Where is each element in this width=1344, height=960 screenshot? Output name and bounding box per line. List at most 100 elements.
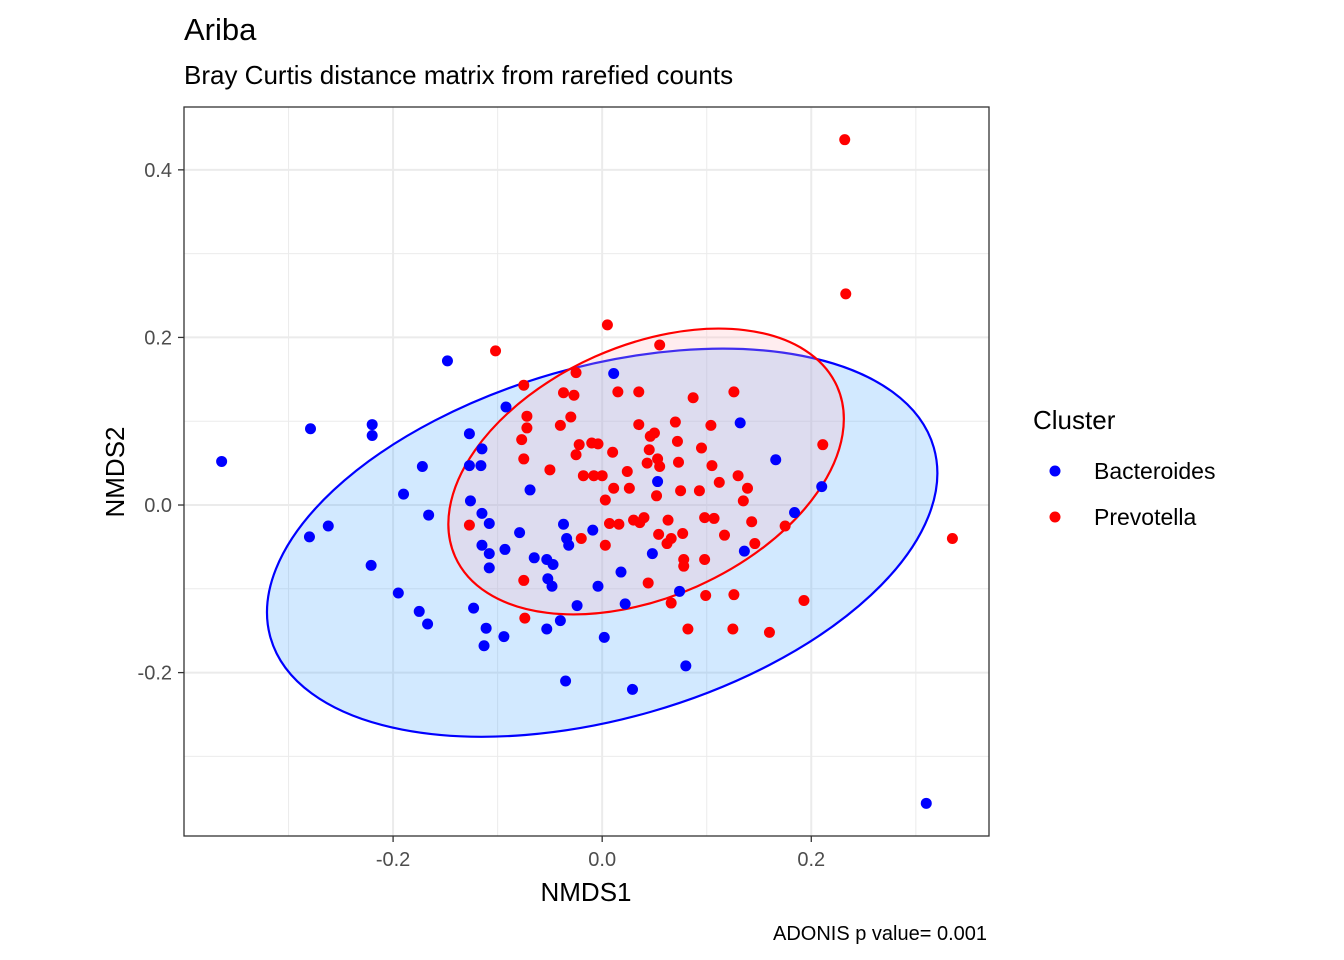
point-prevotella [519, 612, 531, 624]
point-prevotella [518, 574, 530, 586]
data-points [216, 134, 958, 809]
point-prevotella [565, 411, 577, 423]
point-prevotella [705, 419, 717, 431]
point-prevotella [596, 470, 608, 482]
point-prevotella [604, 517, 615, 529]
point-bacteroides [546, 580, 558, 592]
point-prevotella [607, 446, 619, 458]
point-prevotella [568, 389, 580, 401]
point-prevotella [749, 538, 761, 550]
point-bacteroides [483, 517, 495, 529]
point-bacteroides [413, 605, 425, 617]
point-prevotella [544, 464, 556, 476]
point-bacteroides [392, 587, 404, 599]
point-bacteroides [476, 507, 488, 519]
legend-key-bacteroides [1049, 465, 1061, 477]
point-prevotella [675, 485, 687, 497]
legend-label-prevotella: Prevotella [1094, 504, 1196, 530]
x-tick-label: 0.2 [797, 849, 825, 871]
point-prevotella [713, 476, 725, 488]
point-prevotella [728, 386, 740, 398]
point-bacteroides [674, 585, 686, 597]
point-prevotella [946, 533, 958, 545]
point-bacteroides [500, 401, 512, 413]
chart-caption: ADONIS p value= 0.001 [773, 923, 987, 945]
y-tick-label: 0.0 [144, 495, 172, 517]
point-prevotella [678, 560, 690, 572]
point-bacteroides [416, 460, 428, 472]
point-prevotella [608, 482, 620, 494]
point-prevotella [654, 460, 666, 472]
point-prevotella [719, 529, 730, 541]
point-bacteroides [528, 552, 540, 564]
plot-grid [184, 107, 989, 836]
point-bacteroides [441, 355, 453, 367]
point-prevotella [643, 444, 655, 456]
point-bacteroides [646, 548, 658, 560]
point-bacteroides [366, 429, 378, 441]
point-prevotella [638, 512, 650, 524]
point-bacteroides [366, 419, 378, 431]
point-bacteroides [587, 524, 599, 536]
point-prevotella [518, 453, 530, 465]
y-tick-label: 0.4 [144, 160, 172, 182]
point-prevotella [573, 439, 585, 451]
point-prevotella [798, 595, 810, 607]
point-bacteroides [463, 460, 475, 472]
point-prevotella [673, 456, 684, 468]
point-prevotella [737, 495, 749, 507]
legend-label-bacteroides: Bacteroides [1094, 458, 1215, 484]
point-bacteroides [499, 543, 511, 555]
y-tick-label: -0.2 [138, 663, 172, 685]
point-prevotella [693, 485, 705, 497]
point-prevotella [613, 518, 625, 530]
point-prevotella [654, 339, 666, 351]
point-prevotella [700, 590, 712, 602]
point-bacteroides [422, 618, 434, 630]
y-tick-label: 0.2 [144, 327, 172, 349]
point-bacteroides [547, 559, 559, 571]
point-bacteroides [303, 531, 315, 543]
x-axis-ticks: -0.2 0.0 0.2 [376, 836, 825, 871]
chart-title: Ariba [184, 12, 257, 47]
point-prevotella [599, 494, 611, 506]
point-bacteroides [598, 631, 610, 643]
point-prevotella [588, 470, 600, 482]
point-prevotella [817, 439, 829, 451]
point-prevotella [708, 512, 720, 524]
point-bacteroides [483, 548, 495, 560]
point-bacteroides [216, 455, 228, 467]
point-prevotella [671, 435, 683, 447]
point-prevotella [742, 482, 753, 494]
point-bacteroides [475, 460, 487, 472]
point-bacteroides [514, 527, 526, 539]
point-bacteroides [627, 683, 638, 695]
point-bacteroides [734, 417, 746, 429]
point-bacteroides [483, 562, 495, 574]
y-axis-ticks: -0.2 0.0 0.2 0.4 [138, 160, 184, 685]
point-bacteroides [558, 518, 569, 530]
point-bacteroides [652, 476, 664, 488]
point-prevotella [518, 379, 530, 391]
point-bacteroides [476, 443, 488, 455]
point-prevotella [687, 392, 699, 404]
point-prevotella [516, 434, 528, 446]
legend-title: Cluster [1033, 405, 1116, 435]
point-bacteroides [480, 622, 492, 634]
point-prevotella [651, 490, 663, 502]
point-bacteroides [615, 566, 627, 578]
point-bacteroides [592, 580, 604, 592]
point-bacteroides [563, 539, 575, 551]
point-bacteroides [498, 631, 510, 643]
point-bacteroides [770, 454, 782, 466]
point-bacteroides [608, 367, 620, 379]
point-prevotella [558, 387, 569, 399]
point-prevotella [839, 134, 851, 146]
point-prevotella [840, 288, 852, 300]
point-bacteroides [619, 598, 631, 610]
point-prevotella [575, 533, 587, 545]
point-bacteroides [738, 545, 750, 557]
point-bacteroides [365, 559, 377, 571]
point-prevotella [599, 539, 611, 551]
